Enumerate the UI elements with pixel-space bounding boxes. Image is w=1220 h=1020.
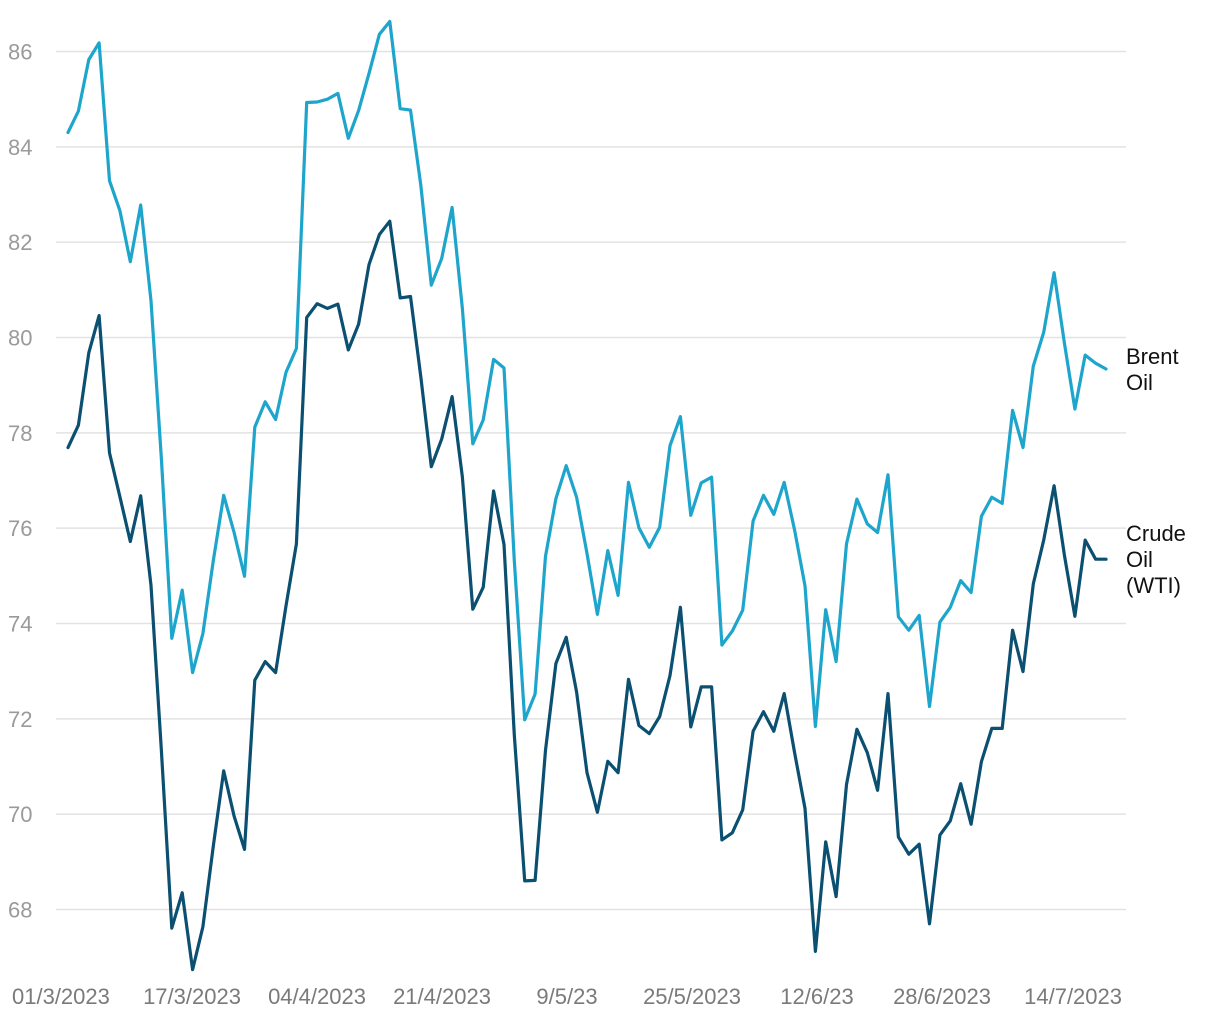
y-tick-label: 86 <box>8 40 32 65</box>
x-tick-label: 21/4/2023 <box>393 984 491 1009</box>
series-line-brent-oil <box>66 19 1108 729</box>
y-tick-label: 70 <box>8 802 32 827</box>
gridlines <box>56 50 1126 911</box>
y-tick-label: 74 <box>8 612 32 637</box>
x-axis-tick-labels: 01/3/2023 17/3/2023 04/4/2023 21/4/2023 9/5/… <box>12 984 1122 1009</box>
x-tick-label: 17/3/2023 <box>143 984 241 1009</box>
series-label-brent-oil: Brent Oil <box>1126 344 1179 395</box>
y-tick-label: 78 <box>8 421 32 446</box>
x-tick-label: 04/4/2023 <box>268 984 366 1009</box>
series-lines <box>66 19 1108 972</box>
y-tick-label: 76 <box>8 516 32 541</box>
x-tick-label: 14/7/2023 <box>1024 984 1122 1009</box>
series-labels: Brent Oil Crude Oil (WTI) <box>1126 344 1186 598</box>
y-tick-label: 82 <box>8 230 32 255</box>
series-line-crude-oil-wti <box>66 219 1108 972</box>
y-tick-label: 72 <box>8 707 32 732</box>
y-tick-label: 80 <box>8 326 32 351</box>
x-tick-label: 25/5/2023 <box>643 984 741 1009</box>
y-tick-label: 84 <box>8 135 32 160</box>
series-label-crude-oil-wti: Crude Oil (WTI) <box>1126 521 1186 598</box>
y-tick-label: 68 <box>8 898 32 923</box>
x-tick-label: 9/5/23 <box>536 984 597 1009</box>
x-tick-label: 12/6/23 <box>780 984 853 1009</box>
y-axis-tick-labels: 68 70 72 74 76 78 80 82 84 86 <box>8 40 32 923</box>
x-tick-label: 01/3/2023 <box>12 984 110 1009</box>
x-tick-label: 28/6/2023 <box>893 984 991 1009</box>
